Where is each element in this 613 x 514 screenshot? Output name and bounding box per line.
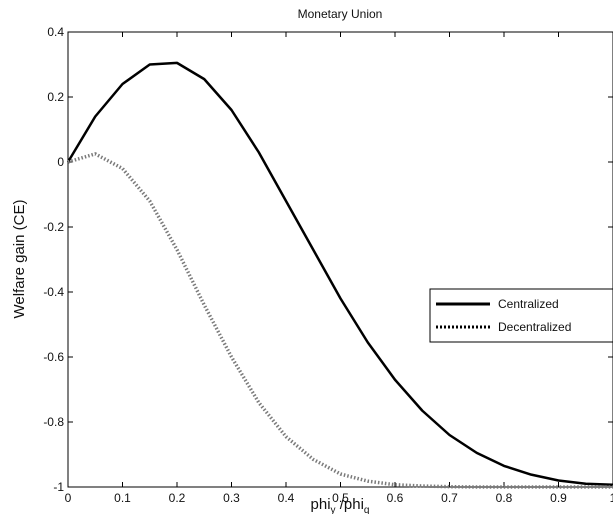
x-tick-label: 0.4 xyxy=(278,491,295,505)
x-tick-label: 0.3 xyxy=(223,491,240,505)
x-tick-label: 0.5 xyxy=(332,491,349,505)
x-axis-label-base: phi xyxy=(311,496,331,513)
y-tick-label: -0.2 xyxy=(43,220,64,234)
series-layer xyxy=(66,61,613,489)
x-tick-label: 0.6 xyxy=(387,491,404,505)
x-axis-label-mid: /phi xyxy=(336,496,364,513)
series-line-decentralized xyxy=(67,152,613,489)
y-tick-label: -1 xyxy=(53,480,64,494)
legend-box xyxy=(429,288,613,343)
legend-decentralized-label: Decentralized xyxy=(498,320,571,334)
x-axis-label-sub-q: q xyxy=(364,505,370,514)
x-tick-label: 0.2 xyxy=(169,491,186,505)
x-tick-label: 0.9 xyxy=(550,491,567,505)
x-tick-label: 0.7 xyxy=(441,491,458,505)
legend: Centralized Decentralized xyxy=(429,288,613,343)
x-tick-label: 0.1 xyxy=(114,491,131,505)
y-tick-label: 0 xyxy=(57,155,64,169)
y-tick-label: 0.4 xyxy=(47,25,64,39)
plot-area-frame xyxy=(67,31,613,488)
axis-ticks: 0 0.1 0.2 0.3 0.4 0.5 0.6 0.7 0.8 0.9 1 -1 -0.8 -0.6 -… xyxy=(43,25,613,505)
y-tick-label: -0.4 xyxy=(43,285,64,299)
series-line-centralized xyxy=(66,61,613,486)
y-axis-label: Welfare gain (CE) xyxy=(11,200,28,319)
y-tick-label: -0.6 xyxy=(43,350,64,364)
x-axis-label-sub-y: y xyxy=(331,505,336,514)
legend-centralized-label: Centralized xyxy=(498,297,559,311)
x-tick-label: 0.8 xyxy=(496,491,513,505)
y-tick-label: 0.2 xyxy=(47,90,64,104)
x-tick-label: 1 xyxy=(610,491,613,505)
x-axis-label: phiy /phiq xyxy=(311,496,370,514)
chart-title: Monetary Union xyxy=(298,7,383,21)
x-tick-label: 0 xyxy=(65,491,72,505)
y-tick-label: -0.8 xyxy=(43,415,64,429)
